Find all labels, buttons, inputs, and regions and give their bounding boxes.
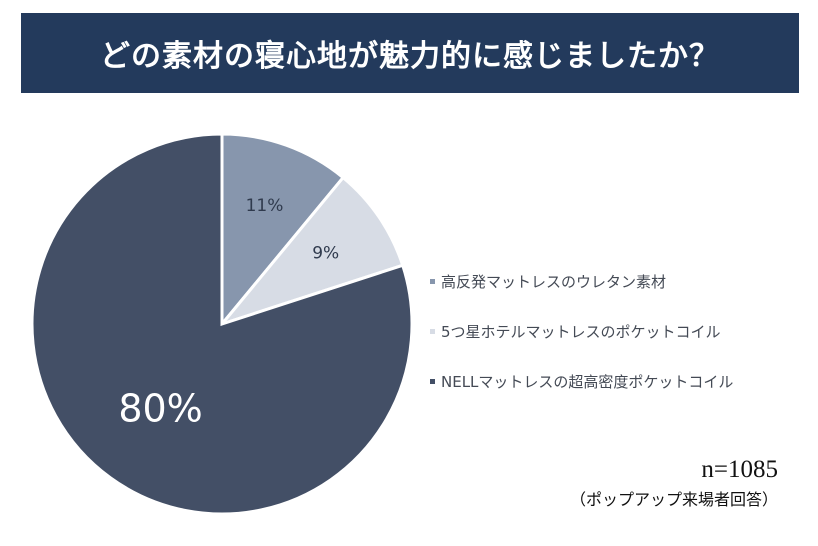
legend-item-nell-coil: NELLマットレスの超高密度ポケットコイル: [430, 356, 733, 406]
pie-data-label: 9%: [312, 244, 339, 264]
legend-swatch: [430, 378, 435, 384]
legend-item-urethane: 高反発マットレスのウレタン素材: [430, 256, 733, 306]
legend: 高反発マットレスのウレタン素材 5つ星ホテルマットレスのポケットコイル NELL…: [430, 256, 733, 406]
legend-item-hotel-coil: 5つ星ホテルマットレスのポケットコイル: [430, 306, 733, 356]
legend-label: NELLマットレスの超高密度ポケットコイル: [441, 372, 734, 391]
legend-label: 高反発マットレスのウレタン素材: [441, 272, 667, 291]
chart-title: どの素材の寝心地が魅力的に感じましたか？: [100, 39, 720, 74]
sample-size: n=1085: [701, 456, 778, 483]
legend-label: 5つ星ホテルマットレスのポケットコイル: [441, 322, 721, 341]
sample-note: n=1085 （ポップアップ来場者回答）: [570, 456, 778, 510]
pie-data-label: 80%: [118, 387, 202, 431]
sample-source: （ポップアップ来場者回答）: [569, 490, 778, 509]
pie-slice-urethane: [220, 132, 346, 329]
pie-slice-hotel-coil: [217, 175, 405, 328]
legend-swatch: [430, 278, 435, 284]
pie-slice-nell-coil: [30, 132, 414, 516]
title-banner: どの素材の寝心地が魅力的に感じましたか？: [21, 13, 799, 93]
legend-swatch: [430, 328, 435, 334]
pie-data-label: 11%: [246, 196, 284, 216]
